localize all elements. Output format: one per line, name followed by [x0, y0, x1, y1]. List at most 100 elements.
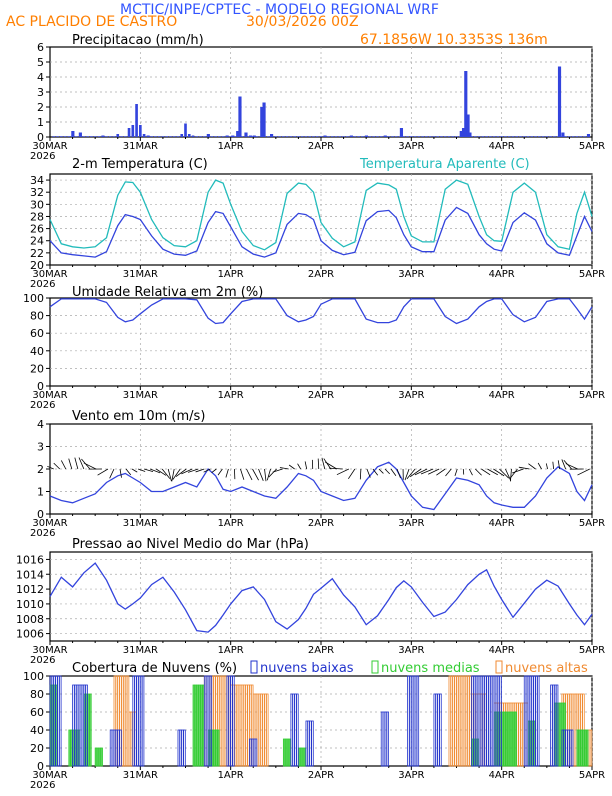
precip-bar	[177, 136, 180, 137]
precip-bar	[262, 103, 265, 138]
cloud-bar-nuvens-baixas	[306, 721, 308, 766]
cloud-bar-nuvens-medias	[513, 712, 515, 766]
cloud-bar-nuvens-altas	[223, 676, 225, 766]
cloud-bar-nuvens-baixas	[297, 694, 299, 766]
cloud-bar-nuvens-baixas	[233, 676, 235, 766]
cloud-bar-nuvens-altas	[248, 685, 250, 766]
x-tick-label: 4APR	[489, 141, 515, 152]
cloud-bar-nuvens-medias	[101, 748, 103, 766]
cloud-bar-nuvens-medias	[581, 730, 583, 766]
wind-barb	[505, 469, 510, 481]
precip-bar	[478, 136, 481, 137]
x-tick-label: 3APR	[398, 390, 424, 401]
cloud-bar-nuvens-altas	[219, 676, 221, 766]
precip-bar	[433, 136, 436, 137]
cloud-bar-nuvens-baixas	[142, 676, 144, 766]
precip-bar	[346, 136, 349, 137]
precip-bar	[320, 136, 323, 137]
cloud-bar-nuvens-medias	[583, 730, 585, 766]
cloud-bar-nuvens-altas	[466, 676, 468, 766]
precip-bar	[339, 136, 342, 137]
cloud-bar-nuvens-medias	[584, 730, 586, 766]
cloud-bar-nuvens-medias	[507, 712, 509, 766]
precip-bar	[222, 136, 225, 137]
precip-bar	[147, 136, 150, 138]
y-tick-label: 40	[30, 345, 44, 358]
cloud-title: Cobertura de Nuvens (%)	[72, 661, 237, 676]
x-tick-label: 2APR	[308, 141, 334, 152]
wind-barb	[379, 469, 383, 473]
precip-bar	[211, 136, 214, 137]
cloud-bar-nuvens-baixas	[385, 712, 387, 766]
cloud-bar-nuvens-medias	[71, 730, 73, 766]
cloud-bar-nuvens-medias	[287, 739, 289, 766]
precip-bar	[192, 136, 195, 138]
y-tick-label: 80	[30, 688, 44, 701]
wind-barb	[538, 463, 541, 469]
precip-bar	[500, 136, 503, 137]
y-tick-label: 6	[37, 41, 44, 54]
y-tick-label: 60	[30, 327, 44, 340]
cloud-bar-nuvens-medias	[304, 748, 306, 766]
cloud-bar-nuvens-medias	[202, 685, 204, 766]
precip-bar	[553, 136, 556, 137]
cloud-bar-nuvens-altas	[468, 676, 470, 766]
wind-barb	[267, 469, 270, 480]
cloud-bar-nuvens-medias	[285, 739, 287, 766]
year-label: 2026	[30, 655, 55, 666]
cloud-bar-nuvens-baixas	[485, 676, 487, 766]
precip-bar	[128, 128, 131, 137]
wind-barb	[475, 469, 481, 475]
precip-bar	[226, 136, 229, 138]
wind-barb	[168, 469, 171, 481]
cloud-bar-nuvens-baixas	[133, 676, 135, 766]
precip-bar	[576, 136, 579, 137]
wind-barb	[84, 463, 96, 469]
y-tick-label: 1	[37, 486, 44, 499]
x-tick-label: 2APR	[308, 518, 334, 529]
cloud-bar-nuvens-altas	[519, 703, 521, 766]
precip-bar	[350, 136, 353, 138]
cloud-bar-nuvens-altas	[458, 676, 460, 766]
precip-bar	[56, 136, 59, 137]
cloud-bar-nuvens-medias	[560, 703, 562, 766]
cloud-bar-nuvens-baixas	[293, 694, 295, 766]
y-tick-label: 22	[30, 247, 44, 260]
precip-bar	[293, 136, 296, 137]
precip-bar	[549, 136, 552, 137]
cloud-bar-nuvens-altas	[588, 730, 590, 766]
precip-bar	[429, 136, 432, 137]
precip-bar	[79, 133, 82, 138]
precip-bar	[270, 134, 273, 137]
y-tick-label: 1016	[16, 553, 44, 566]
precip-bar	[60, 136, 63, 137]
precip-bar	[139, 125, 142, 137]
precip-bar	[327, 136, 330, 137]
cloud-bar-nuvens-baixas	[58, 676, 60, 766]
x-tick-label: 31MAR	[123, 518, 158, 529]
cloud-bar-nuvens-baixas	[568, 730, 570, 766]
precip-bar	[150, 136, 153, 137]
precip-bar	[335, 136, 338, 137]
cloud-bar-nuvens-medias	[88, 694, 90, 766]
cloud-bar-nuvens-baixas	[251, 739, 253, 766]
y-tick-label: 4	[37, 418, 44, 431]
precip-bar	[568, 136, 571, 137]
cloud-bar-nuvens-altas	[221, 676, 223, 766]
precip-bar	[116, 134, 119, 137]
precip-bar	[558, 67, 561, 138]
cloud-bar-nuvens-baixas	[137, 676, 139, 766]
cloud-bar-nuvens-baixas	[479, 676, 481, 766]
wind-barb	[120, 469, 122, 478]
cloud-bar-nuvens-baixas	[524, 676, 526, 766]
x-tick-label: 31MAR	[123, 770, 158, 781]
cloud-bar-nuvens-medias	[511, 712, 513, 766]
cloud-bar-nuvens-baixas	[118, 730, 120, 766]
y-tick-label: 20	[30, 362, 44, 375]
cloud-bar-nuvens-baixas	[417, 676, 419, 766]
x-tick-label: 1APR	[218, 770, 244, 781]
precip-bar	[203, 136, 206, 137]
precip-bar	[527, 136, 530, 137]
header-run: 30/03/2026 00Z	[246, 14, 359, 30]
